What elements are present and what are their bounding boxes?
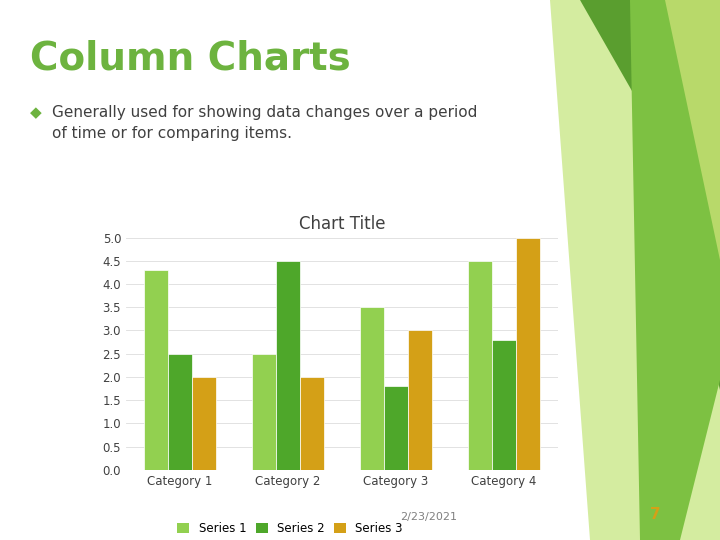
Bar [144, 270, 168, 470]
Polygon shape [550, 0, 720, 540]
Legend: Series 1, Series 2, Series 3: Series 1, Series 2, Series 3 [173, 517, 408, 540]
Bar [168, 354, 192, 470]
Bar [468, 261, 492, 470]
Text: 7: 7 [650, 507, 661, 522]
Bar [252, 354, 276, 470]
Bar [492, 340, 516, 470]
Bar [516, 238, 539, 470]
Text: ◆: ◆ [30, 105, 42, 120]
Title: Chart Title: Chart Title [299, 215, 385, 233]
Bar [192, 377, 215, 470]
Polygon shape [665, 0, 720, 260]
Text: Column Charts: Column Charts [30, 40, 351, 78]
Text: 2/23/2021: 2/23/2021 [400, 512, 457, 522]
Polygon shape [630, 0, 720, 540]
Text: Generally used for showing data changes over a period
of time or for comparing i: Generally used for showing data changes … [52, 105, 477, 141]
Bar [360, 307, 384, 470]
Polygon shape [580, 0, 720, 540]
Bar [276, 261, 300, 470]
Bar [300, 377, 323, 470]
Bar [384, 386, 408, 470]
Bar [408, 330, 431, 470]
